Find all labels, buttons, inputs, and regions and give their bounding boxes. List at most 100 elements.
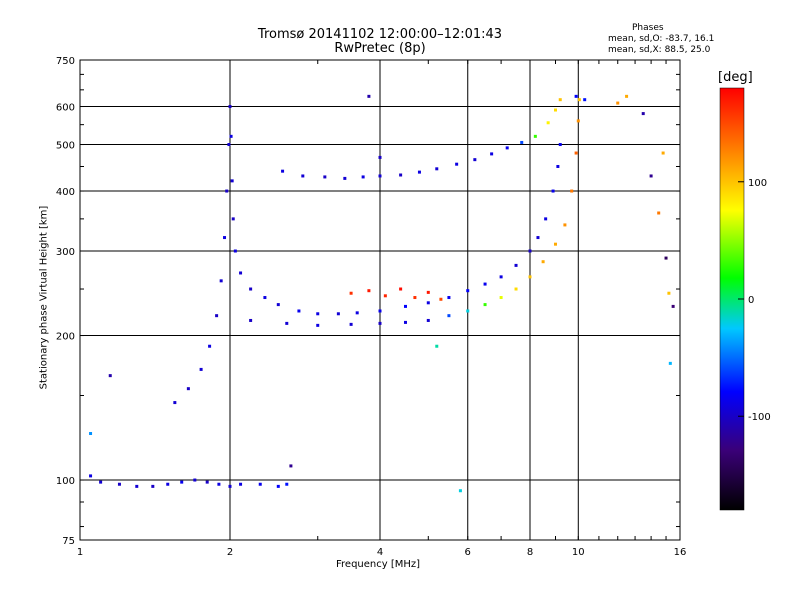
data-point	[657, 211, 661, 215]
data-point	[426, 290, 430, 294]
scatter-points	[89, 94, 675, 493]
data-point	[108, 374, 112, 378]
data-point	[239, 482, 243, 486]
data-point	[426, 301, 430, 305]
data-point	[361, 175, 365, 179]
data-point	[435, 167, 439, 171]
data-point	[336, 312, 340, 316]
grid-lines	[80, 60, 680, 540]
stats-x-mode: mean, sd,X: 88.5, 25.0	[608, 45, 711, 55]
data-point	[193, 478, 197, 482]
data-point	[553, 242, 557, 246]
data-point	[228, 484, 232, 488]
data-point	[355, 311, 359, 315]
x-tick-label: 10	[572, 547, 585, 558]
data-point	[499, 296, 503, 300]
data-point	[166, 482, 170, 486]
data-point	[671, 304, 675, 308]
y-tick-label: 500	[56, 141, 75, 152]
data-point	[378, 174, 382, 178]
data-point	[417, 170, 421, 174]
data-point	[227, 143, 231, 147]
data-point	[258, 482, 262, 486]
data-point	[556, 164, 560, 168]
data-point	[89, 432, 93, 436]
data-point	[186, 387, 190, 391]
data-point	[574, 151, 578, 155]
data-point	[208, 344, 212, 348]
data-point	[285, 321, 289, 325]
y-tick-label: 75	[62, 536, 75, 547]
x-tick-label: 16	[674, 547, 687, 558]
data-point	[225, 189, 229, 193]
data-point	[641, 112, 645, 116]
data-point	[514, 287, 518, 291]
x-axis-label: Frequency [MHz]	[336, 559, 421, 570]
data-point	[466, 309, 470, 313]
data-point	[490, 152, 494, 156]
data-point	[276, 484, 280, 488]
data-point	[447, 296, 451, 300]
x-tick-label: 6	[465, 547, 471, 558]
data-point	[541, 260, 545, 264]
data-point	[546, 121, 550, 125]
data-point	[343, 176, 347, 180]
data-point	[661, 151, 665, 155]
data-point	[533, 134, 537, 138]
y-tick-label: 200	[56, 332, 75, 343]
data-point	[536, 236, 540, 240]
x-tick-label: 2	[227, 547, 233, 558]
x-tick-label: 4	[377, 547, 383, 558]
data-point	[205, 480, 209, 484]
data-point	[399, 173, 403, 177]
colorbar-ticks: 100 0 -100	[738, 178, 771, 423]
data-point	[668, 361, 672, 365]
data-point	[349, 291, 353, 295]
data-point	[458, 489, 462, 493]
data-point	[505, 146, 509, 150]
y-tick-label: 300	[56, 247, 75, 258]
data-point	[577, 98, 581, 102]
data-point	[228, 105, 232, 109]
data-point	[499, 275, 503, 279]
colorbar-tick-label: 100	[748, 178, 767, 189]
data-point	[399, 287, 403, 291]
data-point	[217, 482, 221, 486]
stats-o-mode: mean, sd,O: -83.7, 16.1	[608, 34, 715, 44]
data-point	[514, 263, 518, 267]
data-point	[263, 296, 267, 300]
data-point	[289, 464, 293, 468]
data-point	[466, 289, 470, 293]
data-point	[239, 271, 243, 275]
data-point	[520, 140, 524, 144]
data-point	[199, 367, 203, 371]
data-point	[276, 303, 280, 307]
stats-title: Phases	[632, 23, 664, 33]
x-tick-label: 1	[77, 547, 83, 558]
data-point	[151, 484, 155, 488]
y-tick-label: 600	[56, 103, 75, 114]
data-point	[528, 275, 532, 279]
colorbar-tick-label: 0	[748, 295, 754, 306]
data-point	[616, 101, 620, 105]
data-point	[544, 217, 548, 221]
data-point	[435, 344, 439, 348]
data-point	[563, 223, 567, 227]
data-point	[233, 249, 237, 253]
data-point	[558, 98, 562, 102]
data-point	[378, 309, 382, 313]
data-point	[649, 174, 653, 178]
data-point	[367, 94, 371, 98]
data-point	[667, 291, 671, 295]
x-tick-label: 8	[527, 547, 533, 558]
data-point	[249, 287, 253, 291]
axis-ticks: 1 2 4 6 8 10 16 75 100 200 300 400 500 600 750	[56, 56, 686, 558]
data-point	[230, 179, 234, 183]
data-point	[403, 320, 407, 324]
data-point	[223, 236, 227, 240]
data-point	[383, 294, 387, 298]
chart-subtitle: RwPretec (8p)	[334, 41, 426, 56]
data-point	[447, 314, 451, 318]
data-point	[558, 143, 562, 147]
